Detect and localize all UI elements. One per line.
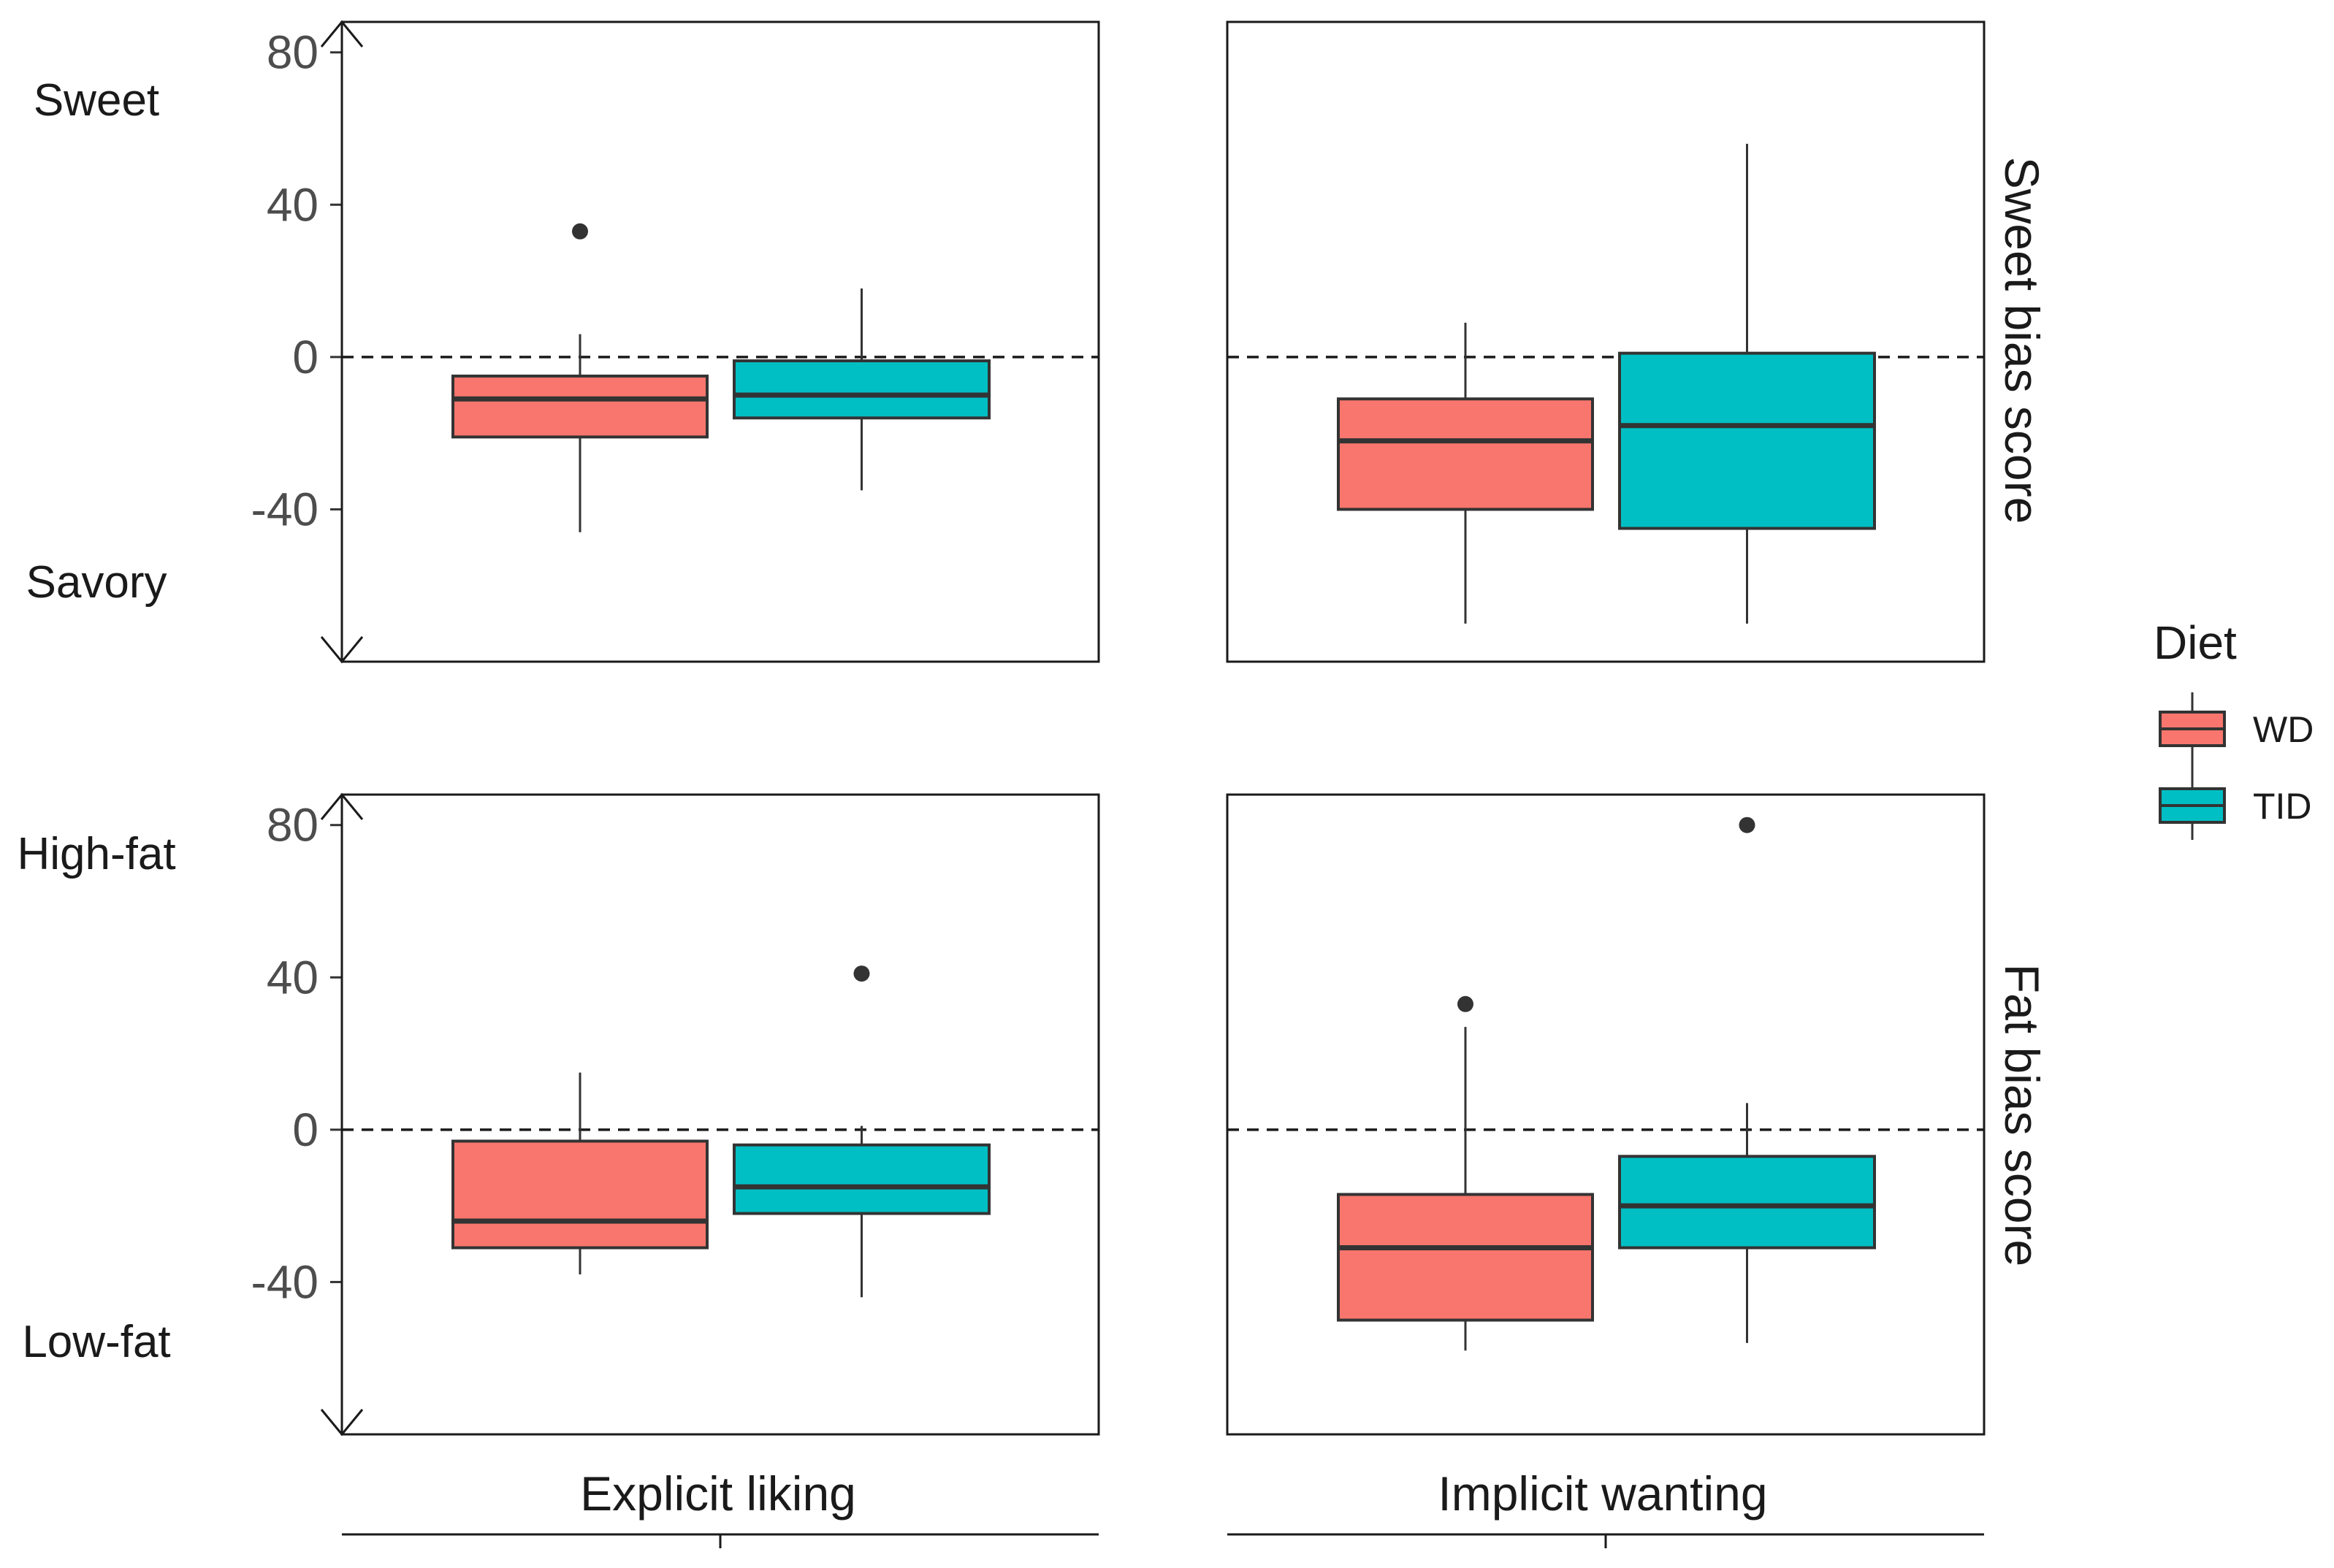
box-body <box>1337 1193 1594 1322</box>
box-wd <box>1337 322 1594 624</box>
strip-label-implicit-wanting: Implicit wanting <box>1438 1466 1767 1521</box>
strip-label-sweet-bias: Sweet bias score <box>1995 157 2049 524</box>
legend-title: Diet <box>2154 616 2237 669</box>
panel-r1-c0: 80 40 0 -40 <box>251 793 1100 1436</box>
legend: Diet WD TID <box>2154 616 2314 840</box>
box-body <box>733 1143 991 1215</box>
box-body <box>1618 351 1876 530</box>
panel-r0-c1 <box>1226 20 1986 663</box>
label-savory: Savory <box>26 557 167 608</box>
box-wd <box>1337 995 1594 1351</box>
y-tick-label: 0 <box>292 331 319 383</box>
panel-border <box>340 20 1100 663</box>
y-tick-label: 0 <box>292 1104 319 1156</box>
outlier-point <box>1739 816 1755 833</box>
y-tick-label: -40 <box>251 1255 319 1308</box>
outlier-point <box>572 223 588 240</box>
panel-border <box>1226 20 1986 663</box>
box-wd <box>451 223 709 532</box>
box-tid <box>1618 816 1876 1343</box>
outlier-point <box>853 965 870 982</box>
box-tid <box>733 965 991 1298</box>
label-sweet: Sweet <box>34 75 159 126</box>
panel-border <box>340 793 1100 1436</box>
label-high-fat: High-fat <box>17 829 175 879</box>
box-body <box>451 374 709 439</box>
y-tick-label: 40 <box>267 951 319 1003</box>
box-wd <box>451 1072 709 1274</box>
legend-label-tid: TID <box>2253 786 2312 827</box>
strip-label-fat-bias: Fat bias score <box>1995 964 2049 1267</box>
label-low-fat: Low-fat <box>22 1317 170 1367</box>
box-body <box>733 359 991 420</box>
strip-underlines <box>342 1533 1984 1548</box>
panels: 80 40 0 -40 80 40 0 -40 <box>251 20 1986 1436</box>
direction-arrows <box>320 20 364 1437</box>
box-body <box>1618 1155 1876 1250</box>
legend-label-wd: WD <box>2253 709 2314 750</box>
box-body <box>1337 397 1594 511</box>
box-body <box>451 1139 709 1250</box>
panel-r1-c1 <box>1226 793 1986 1436</box>
panel-r0-c0: 80 40 0 -40 <box>251 20 1100 663</box>
box-tid <box>733 288 991 491</box>
y-tick-label: 40 <box>267 178 319 231</box>
outlier-point <box>1457 995 1473 1012</box>
y-tick-label: -40 <box>251 483 319 535</box>
y-tick-label: 80 <box>267 799 319 852</box>
y-tick-label: 80 <box>267 26 319 79</box>
box-tid <box>1618 143 1876 624</box>
panel-border <box>1226 793 1986 1436</box>
strip-label-explicit-liking: Explicit liking <box>580 1466 856 1521</box>
